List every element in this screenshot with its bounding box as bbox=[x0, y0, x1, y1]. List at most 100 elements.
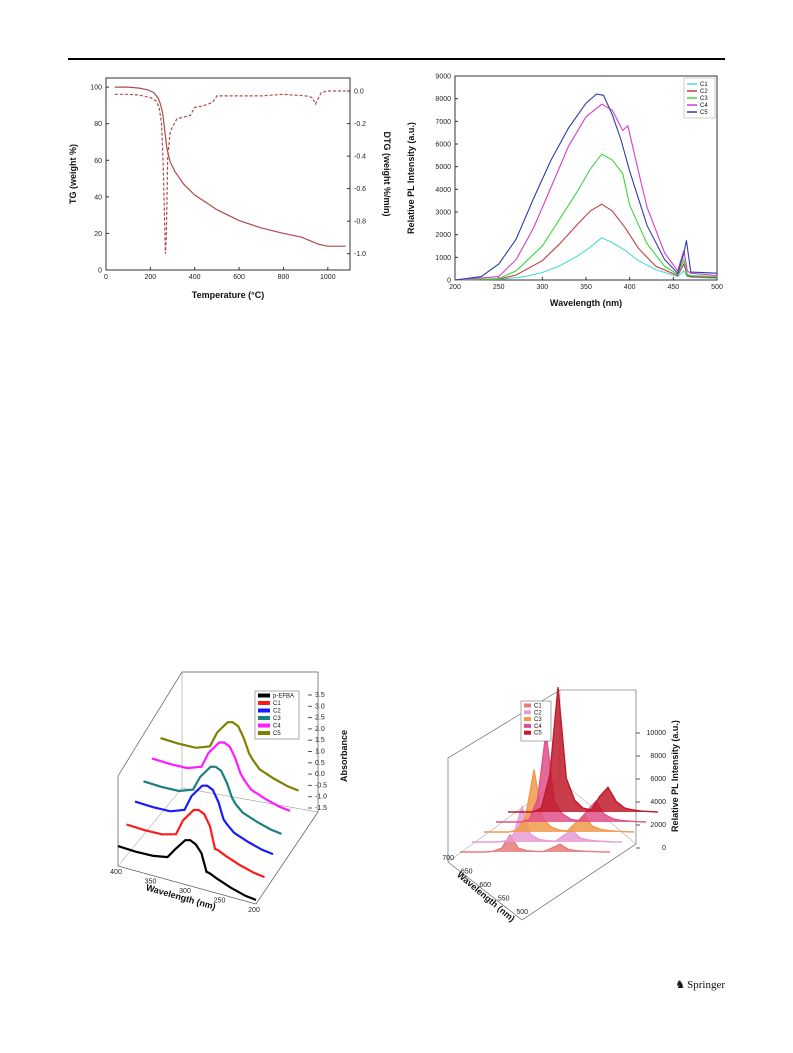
z-tick-label: 1.5 bbox=[315, 737, 325, 744]
pl-3d-plot: 7006506005505000200040006000800010000C1C… bbox=[442, 687, 680, 924]
x-tick-label: 250 bbox=[214, 898, 226, 905]
pl-3d-chart: 700 650 600 550 500 0 2000 4000 6000 8000 10000 C1 C… bbox=[440, 684, 726, 930]
legend-label: C5 bbox=[700, 110, 708, 116]
series-line-c3 bbox=[484, 769, 635, 833]
legend-label: C3 bbox=[700, 96, 708, 102]
tg-dtg-plot: 0 200 400 600 800 1000 0 20 40 60 80 100 0.0 -0.2 -0.4… bbox=[68, 77, 392, 300]
series-line-c1 bbox=[126, 808, 265, 879]
y-tick-label: 5000 bbox=[435, 164, 451, 171]
springer-horse-icon: ♞ bbox=[675, 978, 686, 991]
absorbance-3d-plot: 400 350 300 250 200 3.5 3.0 2.5 2.0 1.5 1.0 0.5 0.0 -… bbox=[110, 671, 349, 914]
z-tick-label: 0.0 bbox=[315, 771, 325, 778]
y-tick-label: 100 bbox=[90, 85, 102, 92]
series-line-c4 bbox=[496, 732, 647, 823]
z-tick-label: 2.5 bbox=[315, 715, 325, 722]
series-line-c5 bbox=[508, 687, 659, 813]
y2-tick-label: 0.0 bbox=[354, 89, 364, 96]
series-line-p-efba bbox=[117, 839, 257, 902]
x-tick-label: 350 bbox=[145, 879, 157, 886]
legend-label: C2 bbox=[534, 710, 542, 716]
x-tick-label: 400 bbox=[110, 869, 122, 876]
z-tick-label: 4000 bbox=[650, 799, 666, 806]
series-line-c4 bbox=[151, 741, 291, 812]
y-tick-label: 9000 bbox=[435, 74, 451, 81]
legend-label: p-EFBA bbox=[273, 694, 294, 700]
x-tick-label: 800 bbox=[278, 274, 290, 281]
series-line-c1 bbox=[454, 237, 718, 281]
legend-swatch bbox=[258, 716, 270, 720]
x-tick-label: 300 bbox=[179, 888, 191, 895]
x-tick-label: 650 bbox=[461, 869, 473, 876]
y2-tick-label: -0.6 bbox=[354, 186, 366, 193]
y-tick-label: 60 bbox=[94, 158, 102, 165]
y-tick-label: 2000 bbox=[435, 232, 451, 239]
z-tick-label: 8000 bbox=[650, 753, 666, 760]
legend-swatch bbox=[524, 703, 531, 708]
x-axis-label: Wavelength (nm) bbox=[145, 882, 217, 912]
x-tick-label: 200 bbox=[145, 274, 157, 281]
x-tick-label: 1000 bbox=[320, 274, 336, 281]
z-tick-label: -0.5 bbox=[315, 782, 327, 789]
y-tick-label: 8000 bbox=[435, 96, 451, 103]
x-tick-label: 500 bbox=[516, 909, 528, 916]
y2-axis-label: DTG (weight %/min) bbox=[382, 132, 392, 217]
plot-frame bbox=[454, 75, 718, 281]
legend-label: C4 bbox=[273, 724, 281, 730]
publisher-mark: ♞ Springer bbox=[675, 978, 725, 991]
x-tick-label: 700 bbox=[442, 855, 454, 862]
series-line-c5 bbox=[454, 93, 718, 281]
x-tick-label: 450 bbox=[667, 284, 679, 291]
pl-spectra-chart: 200 250 300 350 400 450 500 0 1000 2000 3000 4000 50… bbox=[405, 66, 725, 316]
y-axis-label: Relative PL Intensity (a.u.) bbox=[406, 122, 416, 234]
y-tick-label: 7000 bbox=[435, 119, 451, 126]
x-tick-label: 250 bbox=[493, 284, 505, 291]
series-line-c2 bbox=[472, 804, 623, 843]
legend-swatch bbox=[258, 723, 270, 728]
y-tick-label: 0 bbox=[447, 278, 451, 285]
y-tick-label: 20 bbox=[94, 231, 102, 238]
legend-swatch bbox=[258, 708, 270, 713]
legend-swatch bbox=[258, 701, 270, 705]
x-tick-label: 0 bbox=[104, 274, 108, 281]
z-tick-label: 3.5 bbox=[315, 692, 325, 699]
y-tick-label: 0 bbox=[98, 268, 102, 275]
x-tick-label: 500 bbox=[711, 284, 723, 291]
x-tick-label: 350 bbox=[580, 284, 592, 291]
legend-label: C1 bbox=[273, 701, 281, 707]
z-axis-label: Absorbance bbox=[339, 730, 349, 782]
series-line-c4 bbox=[454, 103, 718, 281]
dtg-series-line bbox=[114, 90, 346, 254]
plot-frame bbox=[105, 77, 351, 271]
y-tick-label: 1000 bbox=[435, 255, 451, 262]
x-tick-label: 200 bbox=[449, 284, 461, 291]
x-tick-label: 400 bbox=[624, 284, 636, 291]
pl-spectra-plot: 200 250 300 350 400 450 5000100020003000400050… bbox=[406, 74, 723, 309]
plot-box-back bbox=[117, 672, 319, 867]
tg-series-line bbox=[114, 86, 346, 247]
z-tick-label: 0 bbox=[662, 845, 666, 852]
legend-label: C2 bbox=[273, 709, 281, 715]
z-tick-label: -1.0 bbox=[315, 794, 327, 801]
x-tick-label: 200 bbox=[248, 907, 260, 914]
z-tick-label: 6000 bbox=[650, 776, 666, 783]
legend-label: C1 bbox=[700, 82, 708, 88]
legend-label: C1 bbox=[534, 704, 542, 710]
y-tick-label: 3000 bbox=[435, 210, 451, 217]
series-line-c3 bbox=[143, 765, 282, 835]
z-tick-label: 3.0 bbox=[315, 703, 325, 710]
series-line-c2 bbox=[134, 784, 274, 856]
legend-swatch bbox=[524, 717, 531, 722]
y2-tick-label: -0.2 bbox=[354, 121, 366, 128]
legend-label: C3 bbox=[534, 717, 542, 723]
y-tick-label: 4000 bbox=[435, 187, 451, 194]
z-tick-label: 1.0 bbox=[315, 749, 325, 756]
z-tick-label: 2000 bbox=[650, 822, 666, 829]
x-tick-label: 600 bbox=[479, 882, 491, 889]
y-axis-label: TG (weight %) bbox=[68, 144, 78, 204]
x-tick-label: 300 bbox=[536, 284, 548, 291]
z-tick-label: 10000 bbox=[647, 730, 667, 737]
x-axis-label: Temperature (°C) bbox=[192, 290, 264, 300]
series-line-c5 bbox=[160, 721, 299, 792]
y2-tick-label: -1.0 bbox=[354, 251, 366, 258]
series-line-c1 bbox=[460, 833, 611, 853]
